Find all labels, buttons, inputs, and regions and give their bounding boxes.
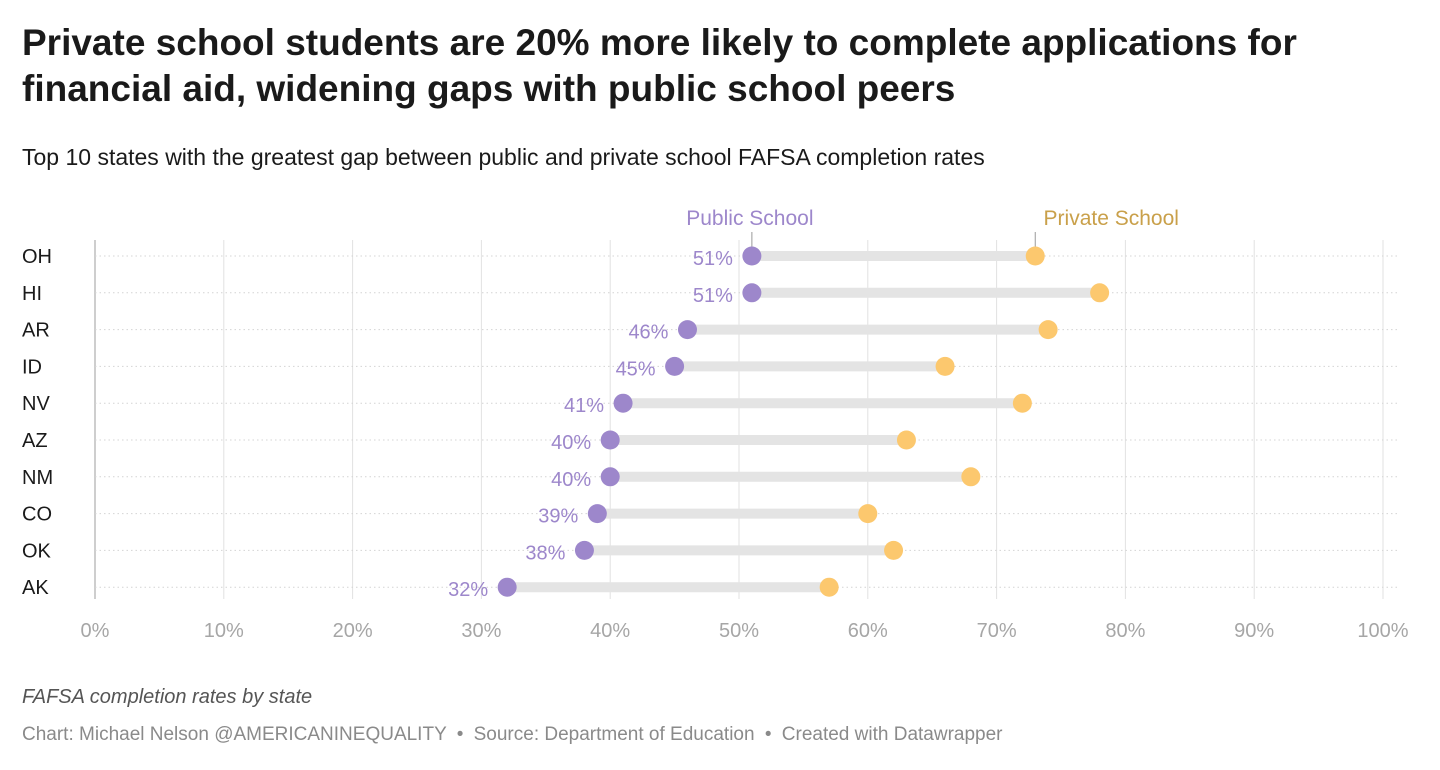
separator: • bbox=[764, 724, 772, 745]
x-tick-label: 20% bbox=[333, 620, 373, 642]
private-dot bbox=[1012, 393, 1032, 413]
x-tick-label: 60% bbox=[848, 620, 888, 642]
chart-subtitle: Top 10 states with the greatest gap betw… bbox=[22, 144, 985, 170]
x-tick-label: 50% bbox=[719, 620, 759, 642]
state-label: OH bbox=[22, 246, 52, 268]
private-dot bbox=[819, 577, 839, 597]
private-dot bbox=[896, 430, 916, 450]
x-tick-label: 70% bbox=[977, 620, 1017, 642]
private-dot bbox=[858, 504, 878, 524]
x-tick-label: 100% bbox=[1357, 620, 1408, 642]
public-dot bbox=[665, 356, 685, 376]
public-dot bbox=[600, 467, 620, 487]
public-value-label: 39% bbox=[538, 506, 578, 528]
private-dot bbox=[884, 540, 904, 560]
public-dot bbox=[574, 540, 594, 560]
x-tick-label: 80% bbox=[1105, 620, 1145, 642]
state-label: HI bbox=[22, 283, 42, 305]
tool-credit: Created with Datawrapper bbox=[781, 724, 1003, 745]
public-dot bbox=[613, 393, 633, 413]
source-text: Source: Department of Education bbox=[473, 724, 755, 745]
x-tick-label: 10% bbox=[204, 620, 244, 642]
public-value-label: 51% bbox=[693, 248, 733, 270]
state-label: NV bbox=[22, 393, 50, 415]
public-value-label: 38% bbox=[525, 542, 565, 564]
separator: • bbox=[456, 724, 464, 745]
private-dot bbox=[1090, 283, 1110, 303]
state-label: NM bbox=[22, 467, 53, 489]
private-dot bbox=[935, 356, 955, 376]
x-tick-label: 90% bbox=[1234, 620, 1274, 642]
public-dot bbox=[587, 504, 607, 524]
state-label: ID bbox=[22, 356, 42, 378]
state-label: OK bbox=[22, 540, 52, 562]
state-label: CO bbox=[22, 504, 52, 526]
public-value-label: 40% bbox=[551, 432, 591, 454]
public-value-label: 46% bbox=[628, 322, 668, 344]
public-value-label: 41% bbox=[564, 395, 604, 417]
chart-byline: Chart: Michael Nelson @AMERICANINEQUALIT… bbox=[22, 724, 1003, 746]
public-value-label: 40% bbox=[551, 469, 591, 491]
public-value-label: 45% bbox=[616, 358, 656, 380]
public-dot bbox=[742, 283, 762, 303]
private-dot bbox=[1025, 246, 1045, 266]
x-tick-label: 0% bbox=[81, 620, 110, 642]
legend-private: Private School bbox=[1044, 207, 1179, 230]
dot-range-chart: 0% 10% 20% 30% 40% 50% 60% 70% 80% 90% 100% Public … bbox=[22, 207, 1409, 642]
public-dot bbox=[600, 430, 620, 450]
x-tick-label: 30% bbox=[461, 620, 501, 642]
private-dot bbox=[961, 467, 981, 487]
credit-text: Chart: Michael Nelson @AMERICANINEQUALIT… bbox=[22, 724, 447, 745]
public-dot bbox=[742, 246, 762, 266]
public-value-label: 51% bbox=[693, 285, 733, 307]
legend-public: Public School bbox=[686, 207, 813, 230]
state-label: AR bbox=[22, 320, 50, 342]
public-value-label: 32% bbox=[448, 579, 488, 601]
chart-title: Private school students are 20% more lik… bbox=[22, 22, 1297, 109]
state-label: AK bbox=[22, 577, 49, 599]
private-dot bbox=[1038, 320, 1058, 340]
x-tick-label: 40% bbox=[590, 620, 630, 642]
public-dot bbox=[677, 320, 697, 340]
public-dot bbox=[497, 577, 517, 597]
chart-notes: FAFSA completion rates by state bbox=[22, 686, 313, 708]
state-label: AZ bbox=[22, 430, 48, 452]
